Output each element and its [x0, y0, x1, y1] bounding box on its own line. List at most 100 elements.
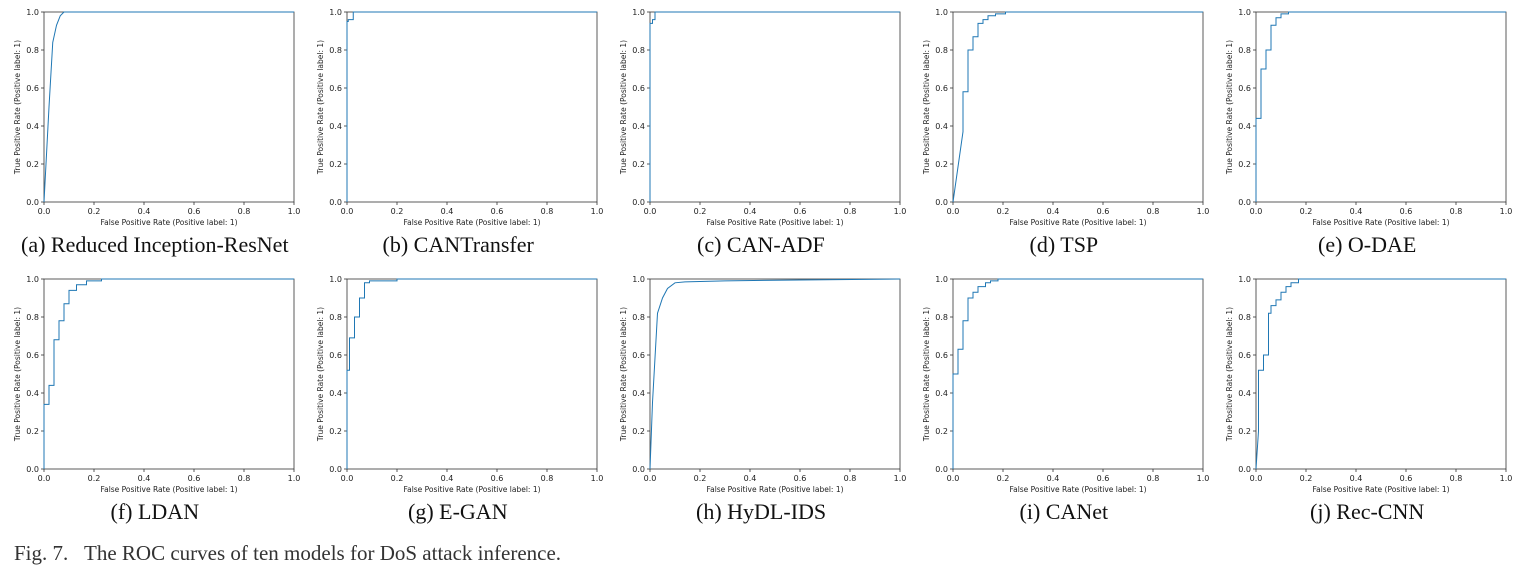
y-tick-label: 0.8: [632, 46, 645, 55]
y-tick-label: 0.4: [329, 122, 342, 131]
subfigure-caption: (c) CAN-ADF: [697, 232, 825, 257]
x-tick-label: 0.0: [341, 474, 354, 483]
figure-caption-text: The ROC curves of ten models for DoS att…: [84, 541, 562, 565]
x-tick-label: 0.8: [1450, 207, 1463, 216]
roc-plot: 0.0 0.2 0.4 0.6 0.8 1.0 0.0 0.2 0.4 0.6 0.8 1.0 Fals…: [1225, 275, 1512, 494]
x-tick-label: 0.6: [491, 474, 504, 483]
y-tick-label: 0.6: [935, 351, 948, 360]
roc-panel: 0.0 0.2 0.4 0.6 0.8 1.0 0.0 0.2 0.4 0.6 0.8 1.0 Fals…: [303, 273, 606, 539]
y-tick-label: 0.6: [632, 84, 645, 93]
y-tick-label: 0.4: [632, 389, 645, 398]
roc-plot: 0.0 0.2 0.4 0.6 0.8 1.0 0.0 0.2 0.4 0.6 0.8 1.0 Fals…: [922, 8, 1210, 227]
y-tick-label: 0.6: [1238, 84, 1251, 93]
subfigure-caption: (i) CANet: [1019, 499, 1109, 524]
plot-frame: [649, 11, 901, 203]
y-tick-label: 0.8: [632, 313, 645, 322]
roc-panel: 0.0 0.2 0.4 0.6 0.8 1.0 0.0 0.2 0.4 0.6 0.8 1.0 Fals…: [606, 6, 909, 272]
y-tick-label: 1.0: [632, 275, 645, 284]
roc-curve: [1255, 11, 1506, 202]
figure-caption: Fig. 7. The ROC curves of ten models for…: [14, 541, 561, 566]
y-tick-label: 1.0: [26, 275, 39, 284]
roc-plot: 0.0 0.2 0.4 0.6 0.8 1.0 0.0 0.2 0.4 0.6 0.8 1.0 Fals…: [316, 275, 603, 494]
plot-frame: [1255, 11, 1507, 203]
roc-plot: 0.0 0.2 0.4 0.6 0.8 1.0 0.0 0.2 0.4 0.6 0.8 1.0 Fals…: [619, 8, 907, 227]
x-tick-label: 0.4: [1047, 474, 1060, 483]
y-tick-label: 0.2: [26, 427, 39, 436]
x-tick-label: 0.6: [1400, 207, 1413, 216]
subfigure-caption: (g) E-GAN: [408, 499, 508, 524]
roc-curve: [1255, 278, 1506, 470]
x-tick-label: 0.0: [947, 207, 960, 216]
subfigure-caption: (h) HyDL-IDS: [696, 499, 827, 524]
y-axis-label: True Positive Rate (Positive label: 1): [922, 40, 931, 175]
plot-frame: [43, 278, 295, 470]
roc-panel: 0.0 0.2 0.4 0.6 0.8 1.0 0.0 0.2 0.4 0.6 0.8 1.0 Fals…: [1212, 6, 1515, 272]
y-tick-label: 0.6: [935, 84, 948, 93]
x-tick-label: 0.8: [238, 207, 251, 216]
plot-frame: [1255, 278, 1507, 470]
roc-curve: [649, 278, 901, 470]
x-axis-label: False Positive Rate (Positive label: 1): [1009, 485, 1146, 494]
y-tick-label: 0.2: [1238, 427, 1251, 436]
y-tick-label: 0.0: [1238, 465, 1251, 474]
y-tick-label: 0.0: [632, 198, 645, 207]
x-tick-label: 0.4: [138, 207, 151, 216]
x-axis-label: False Positive Rate (Positive label: 1): [100, 218, 237, 227]
x-tick-label: 0.8: [1147, 474, 1160, 483]
x-tick-label: 0.0: [644, 474, 657, 483]
y-tick-label: 0.8: [935, 46, 948, 55]
plot-frame: [43, 11, 295, 203]
y-tick-label: 1.0: [935, 8, 948, 17]
roc-plot: 0.0 0.2 0.4 0.6 0.8 1.0 0.0 0.2 0.4 0.6 0.8 1.0 Fals…: [1225, 8, 1512, 227]
x-tick-label: 0.2: [88, 474, 101, 483]
y-axis-label: True Positive Rate (Positive label: 1): [1225, 307, 1234, 442]
y-tick-label: 1.0: [1238, 275, 1251, 284]
y-tick-label: 1.0: [329, 275, 342, 284]
x-tick-label: 1.0: [1197, 474, 1210, 483]
x-tick-label: 0.2: [1300, 207, 1313, 216]
x-tick-label: 0.0: [1250, 207, 1263, 216]
x-axis-label: False Positive Rate (Positive label: 1): [403, 218, 540, 227]
x-tick-label: 0.8: [541, 207, 554, 216]
x-tick-label: 0.4: [1350, 474, 1363, 483]
x-tick-label: 0.2: [391, 207, 404, 216]
y-tick-label: 0.4: [1238, 389, 1251, 398]
x-tick-label: 0.8: [238, 474, 251, 483]
roc-curve: [43, 278, 294, 469]
roc-panel: 0.0 0.2 0.4 0.6 0.8 1.0 0.0 0.2 0.4 0.6 0.8 1.0 Fals…: [909, 6, 1212, 272]
y-tick-label: 0.6: [329, 84, 342, 93]
x-tick-label: 0.0: [1250, 474, 1263, 483]
roc-curve: [346, 11, 597, 202]
roc-plot: 0.0 0.2 0.4 0.6 0.8 1.0 0.0 0.2 0.4 0.6 0.8 1.0 Fals…: [13, 275, 300, 494]
x-tick-label: 1.0: [894, 207, 907, 216]
x-tick-label: 0.0: [38, 207, 51, 216]
x-axis-label: False Positive Rate (Positive label: 1): [403, 485, 540, 494]
x-tick-label: 0.2: [694, 474, 707, 483]
x-axis-label: False Positive Rate (Positive label: 1): [1312, 485, 1449, 494]
roc-curve: [43, 11, 294, 203]
x-axis-label: False Positive Rate (Positive label: 1): [100, 485, 237, 494]
roc-panel: 0.0 0.2 0.4 0.6 0.8 1.0 0.0 0.2 0.4 0.6 0.8 1.0 Fals…: [0, 273, 303, 539]
roc-curve: [346, 278, 597, 469]
plot-frame: [952, 278, 1204, 470]
x-tick-label: 1.0: [894, 474, 907, 483]
x-axis-label: False Positive Rate (Positive label: 1): [706, 485, 843, 494]
x-tick-label: 0.4: [1350, 207, 1363, 216]
x-tick-label: 0.2: [997, 474, 1010, 483]
y-tick-label: 0.8: [935, 313, 948, 322]
y-tick-label: 0.8: [26, 46, 39, 55]
y-tick-label: 0.6: [26, 84, 39, 93]
x-tick-label: 0.8: [1450, 474, 1463, 483]
x-tick-label: 0.8: [541, 474, 554, 483]
y-tick-label: 0.2: [632, 427, 645, 436]
roc-plot: 0.0 0.2 0.4 0.6 0.8 1.0 0.0 0.2 0.4 0.6 0.8 1.0 Fals…: [922, 275, 1210, 494]
y-axis-label: True Positive Rate (Positive label: 1): [13, 40, 22, 175]
x-tick-label: 1.0: [1197, 207, 1210, 216]
x-tick-label: 0.8: [1147, 207, 1160, 216]
figure-panels: 0.0 0.2 0.4 0.6 0.8 1.0 0.0 0.2 0.4 0.6 0.8 1.0 Fals…: [13, 6, 1515, 524]
y-tick-label: 0.0: [26, 465, 39, 474]
y-tick-label: 1.0: [632, 8, 645, 17]
y-tick-label: 0.2: [632, 160, 645, 169]
y-tick-label: 0.8: [329, 313, 342, 322]
roc-curve: [952, 278, 1203, 469]
